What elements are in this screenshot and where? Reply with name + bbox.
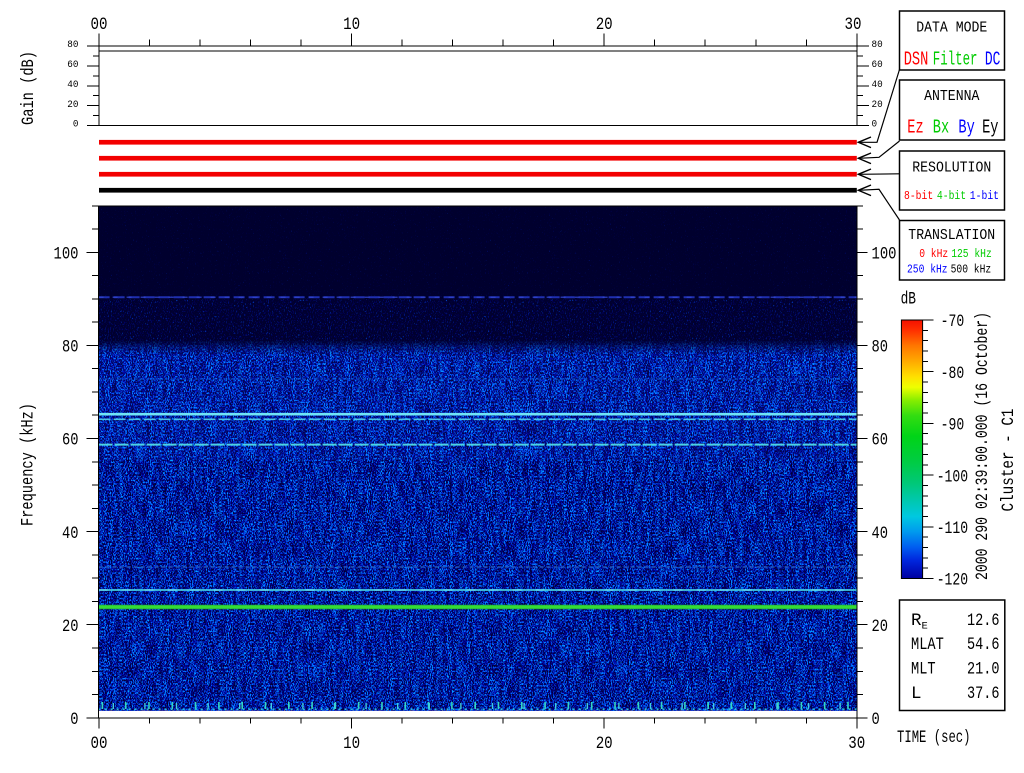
- svg-text:dB: dB: [901, 290, 916, 310]
- svg-text:-110: -110: [937, 519, 968, 539]
- svg-text:MLT: MLT: [911, 659, 936, 679]
- svg-text:100: 100: [872, 245, 897, 265]
- svg-text:80: 80: [67, 40, 78, 51]
- svg-text:ANTENNA: ANTENNA: [924, 88, 979, 105]
- svg-text:Ey: Ey: [982, 116, 998, 138]
- svg-text:TIME (sec): TIME (sec): [897, 728, 971, 748]
- svg-text:0: 0: [872, 120, 878, 131]
- svg-text:20: 20: [872, 617, 889, 637]
- svg-text:10: 10: [343, 734, 360, 754]
- svg-text:40: 40: [872, 80, 883, 91]
- svg-text:RESOLUTION: RESOLUTION: [912, 159, 991, 176]
- svg-text:80: 80: [62, 338, 79, 358]
- svg-text:60: 60: [872, 60, 883, 71]
- svg-text:250 kHz: 250 kHz: [907, 262, 948, 276]
- svg-text:8-bit: 8-bit: [904, 189, 933, 203]
- svg-text:0: 0: [73, 120, 79, 131]
- svg-text:-100: -100: [937, 467, 968, 487]
- svg-text:-70: -70: [941, 312, 965, 332]
- svg-text:20: 20: [872, 100, 883, 111]
- svg-text:40: 40: [872, 524, 889, 544]
- svg-text:60: 60: [67, 60, 78, 71]
- svg-text:37.6: 37.6: [967, 684, 1000, 704]
- svg-text:54.6: 54.6: [967, 635, 1000, 655]
- svg-text:00: 00: [91, 15, 108, 35]
- svg-text:L: L: [911, 684, 922, 704]
- svg-text:R: R: [911, 611, 922, 631]
- svg-text:40: 40: [67, 80, 78, 91]
- svg-text:60: 60: [872, 431, 889, 451]
- svg-text:500 kHz: 500 kHz: [951, 262, 992, 276]
- svg-text:Bx: Bx: [933, 116, 949, 138]
- svg-text:30: 30: [845, 15, 862, 35]
- svg-text:DSN: DSN: [904, 49, 929, 71]
- svg-text:2000 290 02:39:00.000 (16 Octo: 2000 290 02:39:00.000 (16 October): [973, 312, 993, 580]
- svg-text:60: 60: [62, 431, 79, 451]
- svg-text:-90: -90: [941, 416, 965, 436]
- svg-text:20: 20: [62, 617, 79, 637]
- svg-text:0: 0: [70, 710, 78, 730]
- svg-text:Frequency (kHz): Frequency (kHz): [18, 403, 38, 526]
- svg-text:TRANSLATION: TRANSLATION: [908, 227, 995, 244]
- svg-text:125 kHz: 125 kHz: [951, 247, 992, 261]
- svg-text:0 kHz: 0 kHz: [919, 247, 948, 261]
- svg-text:-120: -120: [937, 571, 968, 591]
- svg-text:Cluster - C1: Cluster - C1: [999, 409, 1019, 512]
- svg-text:0: 0: [872, 710, 880, 730]
- svg-text:1-bit: 1-bit: [970, 189, 999, 203]
- svg-text:30: 30: [848, 734, 865, 754]
- svg-text:12.6: 12.6: [967, 611, 1000, 631]
- svg-text:21.0: 21.0: [967, 659, 1000, 679]
- svg-text:10: 10: [343, 15, 360, 35]
- svg-text:DATA MODE: DATA MODE: [916, 19, 987, 36]
- svg-text:20: 20: [596, 15, 613, 35]
- svg-text:100: 100: [54, 245, 79, 265]
- svg-text:By: By: [958, 116, 974, 138]
- svg-text:80: 80: [872, 40, 883, 51]
- svg-text:40: 40: [62, 524, 79, 544]
- svg-text:80: 80: [872, 338, 889, 358]
- svg-text:20: 20: [67, 100, 78, 111]
- svg-text:Ez: Ez: [907, 116, 923, 138]
- svg-text:MLAT: MLAT: [911, 635, 944, 655]
- svg-text:Gain (dB): Gain (dB): [19, 51, 39, 125]
- svg-text:DC: DC: [985, 49, 1001, 71]
- svg-text:E: E: [922, 621, 928, 633]
- svg-text:00: 00: [91, 734, 108, 754]
- svg-text:20: 20: [596, 734, 613, 754]
- svg-text:-80: -80: [941, 364, 965, 384]
- svg-text:4-bit: 4-bit: [937, 189, 966, 203]
- svg-text:Filter: Filter: [933, 49, 978, 71]
